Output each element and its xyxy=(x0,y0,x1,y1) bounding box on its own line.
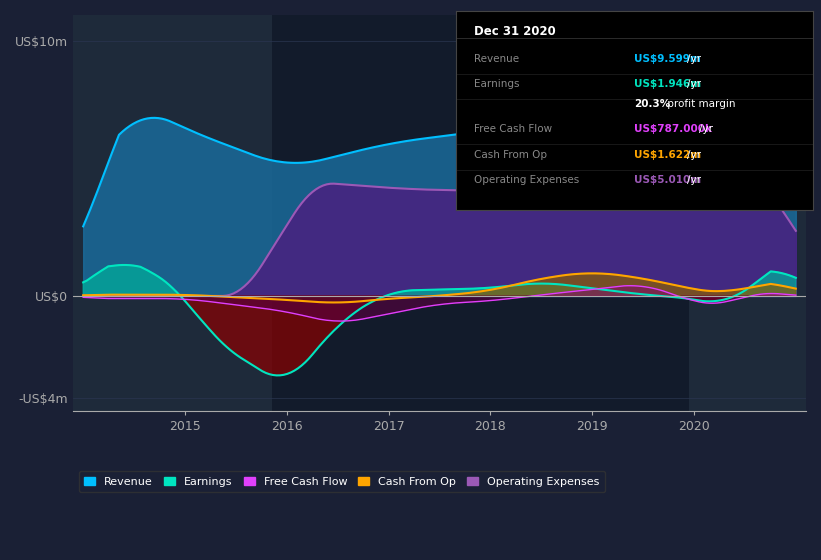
Text: 20.3%: 20.3% xyxy=(635,99,671,109)
Text: /yr: /yr xyxy=(699,124,713,134)
Text: US$5.010m: US$5.010m xyxy=(635,175,701,185)
Text: Dec 31 2020: Dec 31 2020 xyxy=(474,25,555,38)
Text: Earnings: Earnings xyxy=(474,79,519,89)
Text: Cash From Op: Cash From Op xyxy=(474,150,547,160)
Text: Free Cash Flow: Free Cash Flow xyxy=(474,124,552,134)
Text: /yr: /yr xyxy=(687,54,701,64)
Text: Operating Expenses: Operating Expenses xyxy=(474,175,579,185)
Legend: Revenue, Earnings, Free Cash Flow, Cash From Op, Operating Expenses: Revenue, Earnings, Free Cash Flow, Cash … xyxy=(79,471,605,492)
Bar xyxy=(272,15,689,411)
Text: Revenue: Revenue xyxy=(474,54,519,64)
Text: US$787.000k: US$787.000k xyxy=(635,124,713,134)
Text: /yr: /yr xyxy=(687,150,701,160)
Text: US$1.622m: US$1.622m xyxy=(635,150,701,160)
Text: US$9.599m: US$9.599m xyxy=(635,54,701,64)
Text: profit margin: profit margin xyxy=(663,99,735,109)
Text: /yr: /yr xyxy=(687,79,701,89)
Text: US$1.946m: US$1.946m xyxy=(635,79,701,89)
Text: /yr: /yr xyxy=(687,175,701,185)
